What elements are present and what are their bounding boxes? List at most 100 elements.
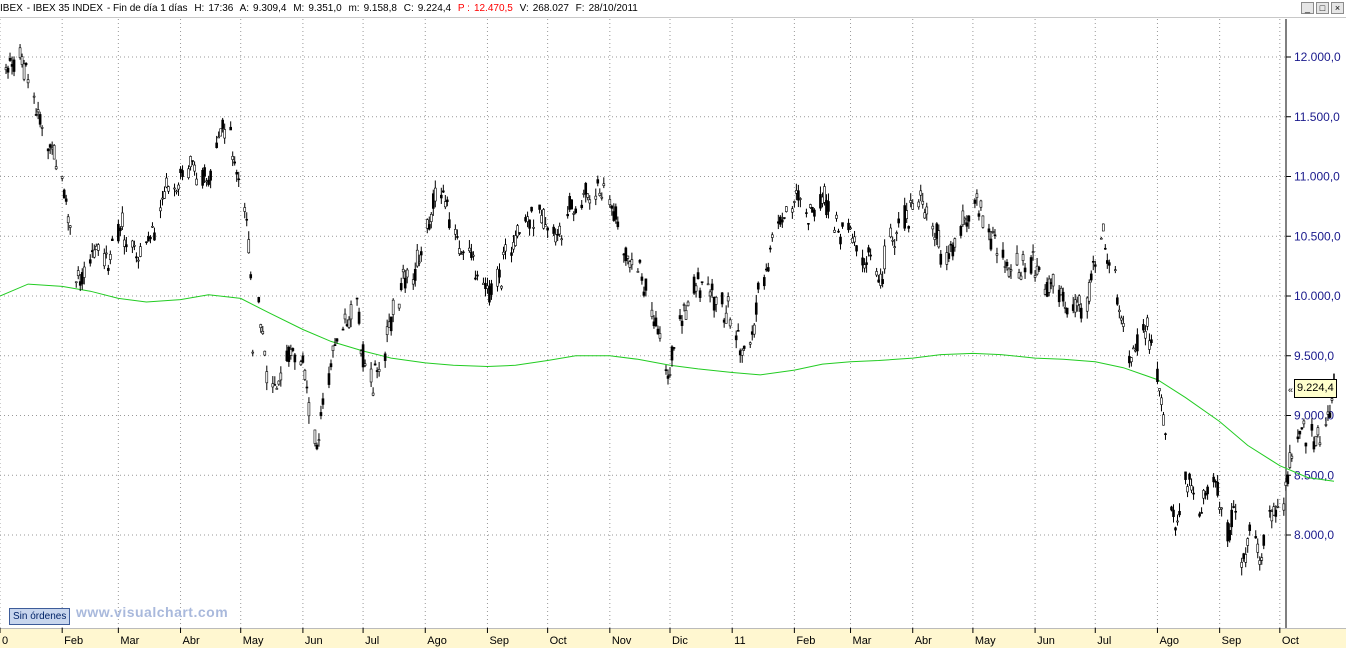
price-candle <box>484 283 487 289</box>
price-candle <box>582 193 586 195</box>
price-candle <box>1190 485 1193 491</box>
price-candle <box>273 384 277 386</box>
price-candle <box>496 268 499 287</box>
price-candle <box>981 215 985 228</box>
price-candle <box>1274 509 1278 517</box>
price-candle <box>893 246 896 248</box>
price-candle <box>961 210 965 226</box>
price-candle <box>345 324 349 327</box>
price-candle <box>544 224 547 227</box>
price-candle <box>24 62 28 66</box>
price-candle <box>779 216 782 225</box>
price-candle <box>726 296 730 302</box>
price-candle <box>119 227 122 232</box>
price-candle <box>359 350 363 355</box>
price-candle <box>734 335 738 341</box>
price-candle <box>167 186 170 192</box>
price-candle <box>1009 269 1013 272</box>
symbol: IBEX <box>0 3 23 14</box>
price-candle <box>111 238 114 241</box>
period: Fin de día 1 días <box>113 3 188 14</box>
price-candle <box>1142 324 1145 331</box>
price-candle <box>1164 433 1167 435</box>
price-candle <box>427 224 431 230</box>
price-candle <box>263 350 267 356</box>
price-candle <box>454 229 457 235</box>
price-candle <box>133 245 136 247</box>
price-candle <box>762 277 766 287</box>
price-candle <box>1049 282 1053 285</box>
price-candle <box>123 239 126 247</box>
price-candle <box>907 226 911 229</box>
close-value: 9.224,4 <box>417 3 452 14</box>
price-candle <box>993 234 997 237</box>
price-candle <box>333 344 337 347</box>
price-candle <box>287 346 291 362</box>
minimize-button[interactable]: _ <box>1301 2 1314 14</box>
price-candle <box>341 328 345 331</box>
price-candle <box>959 226 963 236</box>
price-candle <box>135 256 138 259</box>
moving-average-line <box>0 283 1335 482</box>
price-candle <box>881 279 884 285</box>
price-candle <box>965 222 969 227</box>
price-candle <box>1093 264 1097 267</box>
x-tick-label: Abr <box>183 635 200 647</box>
price-candle <box>1065 307 1069 315</box>
orders-badge[interactable]: Sin órdenes <box>9 608 71 625</box>
price-candle <box>1146 317 1149 327</box>
price-candle <box>668 374 672 376</box>
price-candle <box>1021 254 1025 261</box>
price-candle <box>1272 506 1276 516</box>
price-candle <box>558 225 561 235</box>
price-candle <box>861 257 864 266</box>
price-candle <box>797 190 800 201</box>
price-candle <box>221 119 224 129</box>
price-candle <box>1284 481 1288 486</box>
y-tick-label: 11.500,0 <box>1294 110 1340 124</box>
price-candle <box>331 345 335 351</box>
price-candle <box>658 333 662 339</box>
price-candle <box>598 192 602 196</box>
price-candle <box>580 204 584 209</box>
volume-label: V: <box>519 3 529 14</box>
price-candle <box>355 297 359 300</box>
price-candle <box>237 178 241 181</box>
close-button[interactable]: × <box>1331 2 1344 14</box>
price-candle <box>399 283 403 290</box>
price-candle <box>504 244 507 252</box>
price-chart[interactable]: 0 Feb Mar Abr May Jun Jul Ago Sep Oct Nov Dic 11 Feb M… <box>0 18 1346 647</box>
price-candle <box>953 238 957 248</box>
p-value: 12.470,5 <box>473 3 513 14</box>
price-candle <box>327 373 331 385</box>
price-candle <box>925 206 929 215</box>
price-candle <box>1178 510 1181 516</box>
price-candle <box>608 199 612 205</box>
price-candle <box>1170 506 1173 511</box>
price-candle <box>476 274 479 277</box>
price-candle <box>614 206 618 220</box>
price-candle <box>1240 562 1244 568</box>
price-candle <box>1132 347 1135 350</box>
price-candle <box>1085 297 1089 312</box>
price-candle <box>470 251 473 258</box>
price-candle <box>1282 503 1286 511</box>
price-candle <box>538 204 541 210</box>
price-candle <box>911 203 915 210</box>
price-candle <box>1218 507 1221 510</box>
price-candle <box>444 201 447 208</box>
price-candle <box>1134 349 1137 352</box>
x-tick-label: 11 <box>734 635 745 647</box>
y-tick-label: 10.500,0 <box>1294 229 1341 243</box>
price-candle <box>48 144 52 148</box>
price-candle <box>1316 427 1320 436</box>
x-tick-label: Feb <box>796 635 815 647</box>
price-candle <box>257 297 261 303</box>
price-candle <box>694 285 698 292</box>
maximize-button[interactable]: □ <box>1316 2 1329 14</box>
price-candle <box>488 286 491 303</box>
price-candle <box>835 214 838 219</box>
price-candle <box>289 349 293 356</box>
price-candle <box>785 206 788 212</box>
price-candle <box>245 218 249 221</box>
